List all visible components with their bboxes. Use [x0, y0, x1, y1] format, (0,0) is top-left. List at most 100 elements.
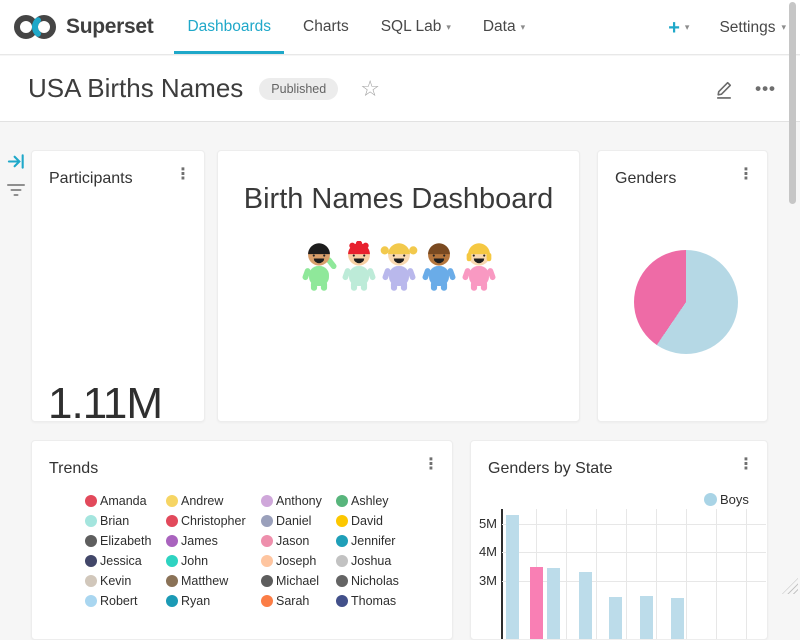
chevron-down-icon: ▾ — [781, 22, 786, 32]
legend-dot — [166, 515, 178, 527]
legend-item-james[interactable]: James — [166, 531, 261, 551]
legend-item-christopher[interactable]: Christopher — [166, 511, 261, 531]
legend-item-thomas[interactable]: Thomas — [336, 591, 452, 611]
legend-dot — [336, 535, 348, 547]
welcome-card: Birth Names Dashboard — [217, 150, 580, 422]
legend-item-michael[interactable]: Michael — [261, 571, 336, 591]
legend-dot — [166, 575, 178, 587]
legend-dot — [336, 495, 348, 507]
bar-boys[interactable] — [671, 598, 684, 639]
favorite-star-icon[interactable]: ☆ — [360, 75, 380, 101]
bar-girls[interactable] — [530, 566, 543, 639]
legend-item-ryan[interactable]: Ryan — [166, 591, 261, 611]
legend-item-matthew[interactable]: Matthew — [166, 571, 261, 591]
gridline — [502, 552, 766, 554]
legend-item-andrew[interactable]: Andrew — [166, 491, 261, 511]
legend-label: Anthony — [276, 494, 322, 508]
legend-label: Matthew — [181, 574, 229, 588]
nav-tab-sql-lab[interactable]: SQL Lab ▾ — [380, 18, 451, 35]
legend-item-brian[interactable]: Brian — [85, 511, 166, 531]
gridline — [746, 509, 747, 639]
legend-dot — [336, 575, 348, 587]
legend-dot — [704, 493, 717, 506]
new-item-button[interactable]: + ▾ — [668, 18, 689, 38]
kebab-menu-icon[interactable]: ⋮ — [175, 166, 191, 183]
published-badge[interactable]: Published — [259, 77, 339, 100]
legend-item-jennifer[interactable]: Jennifer — [336, 531, 452, 551]
legend-dot — [85, 535, 97, 547]
legend-label: Joseph — [276, 554, 317, 568]
legend-label: Jason — [276, 534, 310, 548]
superset-logo[interactable]: Superset — [0, 0, 171, 54]
legend-item-john[interactable]: John — [166, 551, 261, 571]
genders-by-state-card: Genders by State ⋮ Boys 5M 4M 3M — [470, 440, 768, 640]
legend-item-robert[interactable]: Robert — [85, 591, 166, 611]
genders-pie-chart[interactable] — [634, 250, 738, 354]
legend-label: Ashley — [351, 494, 389, 508]
edit-pencil-icon[interactable] — [714, 78, 735, 99]
bar-boys[interactable] — [579, 572, 592, 639]
nav-right: + ▾ Settings ▾ — [668, 0, 786, 55]
legend-label: Christopher — [181, 514, 246, 528]
settings-menu[interactable]: Settings ▾ — [719, 18, 786, 36]
legend-label: James — [181, 534, 218, 548]
y-axis-tick: 5M — [478, 515, 497, 531]
bar-boys[interactable] — [640, 595, 653, 639]
bar-boys[interactable] — [609, 596, 622, 639]
legend-item-jessica[interactable]: Jessica — [85, 551, 166, 571]
legend-dot — [85, 595, 97, 607]
legend-item-anthony[interactable]: Anthony — [261, 491, 336, 511]
baby-icon — [422, 243, 455, 291]
more-actions-icon[interactable]: ••• — [755, 78, 776, 98]
kebab-menu-icon[interactable]: ⋮ — [738, 456, 754, 473]
legend-item-ashley[interactable]: Ashley — [336, 491, 452, 511]
brand-name: Superset — [66, 15, 154, 38]
legend-item-joshua[interactable]: Joshua — [336, 551, 452, 571]
legend-item-boys[interactable]: Boys — [704, 492, 749, 507]
card-title: Genders by State — [488, 460, 613, 477]
legend-label: Boys — [720, 492, 749, 507]
kebab-menu-icon[interactable]: ⋮ — [738, 166, 754, 183]
legend-item-david[interactable]: David — [336, 511, 452, 531]
legend-label: Andrew — [181, 494, 224, 508]
gridline — [626, 509, 627, 639]
gridline — [716, 509, 717, 639]
y-axis-tick: 4M — [478, 544, 497, 560]
vertical-scrollbar-thumb[interactable] — [789, 2, 796, 204]
legend-dot — [85, 555, 97, 567]
nav-menu: Dashboards Charts SQL Lab ▾ Data ▾ — [171, 0, 541, 54]
kebab-menu-icon[interactable]: ⋮ — [423, 456, 439, 473]
legend-item-sarah[interactable]: Sarah — [261, 591, 336, 611]
legend-dot — [261, 555, 273, 567]
resize-handle-icon[interactable] — [782, 578, 798, 594]
gridline — [656, 509, 657, 639]
genders-card: Genders ⋮ — [597, 150, 768, 422]
genders-by-state-bar-chart: 5M 4M 3M — [471, 441, 767, 639]
nav-tab-dashboards[interactable]: Dashboards — [172, 0, 286, 54]
gridline — [502, 581, 766, 582]
participants-card: Participants ⋮ 1.11M -22.5% over 5Y — [31, 150, 205, 422]
nav-tab-data[interactable]: Data ▾ — [482, 18, 526, 35]
legend-item-kevin[interactable]: Kevin — [85, 571, 166, 591]
legend-label: Robert — [100, 594, 138, 608]
bar-boys[interactable] — [506, 515, 519, 639]
legend-item-elizabeth[interactable]: Elizabeth — [85, 531, 166, 551]
legend-item-daniel[interactable]: Daniel — [261, 511, 336, 531]
nav-tab-charts[interactable]: Charts — [303, 18, 349, 35]
legend-dot — [166, 535, 178, 547]
legend-item-jason[interactable]: Jason — [261, 531, 336, 551]
legend-item-joseph[interactable]: Joseph — [261, 551, 336, 571]
legend-item-nicholas[interactable]: Nicholas — [336, 571, 452, 591]
gridline — [502, 523, 766, 525]
legend-dot — [85, 515, 97, 527]
expand-filter-bar-icon[interactable] — [7, 152, 26, 171]
legend-dot — [261, 515, 273, 527]
legend-label: Brian — [100, 514, 130, 528]
card-title: Trends — [49, 460, 99, 477]
bar-boys[interactable] — [547, 568, 560, 639]
legend-item-amanda[interactable]: Amanda — [85, 491, 166, 511]
filter-list-icon[interactable] — [7, 182, 25, 198]
legend-label: Daniel — [276, 514, 312, 528]
legend-label: Joshua — [351, 554, 392, 568]
